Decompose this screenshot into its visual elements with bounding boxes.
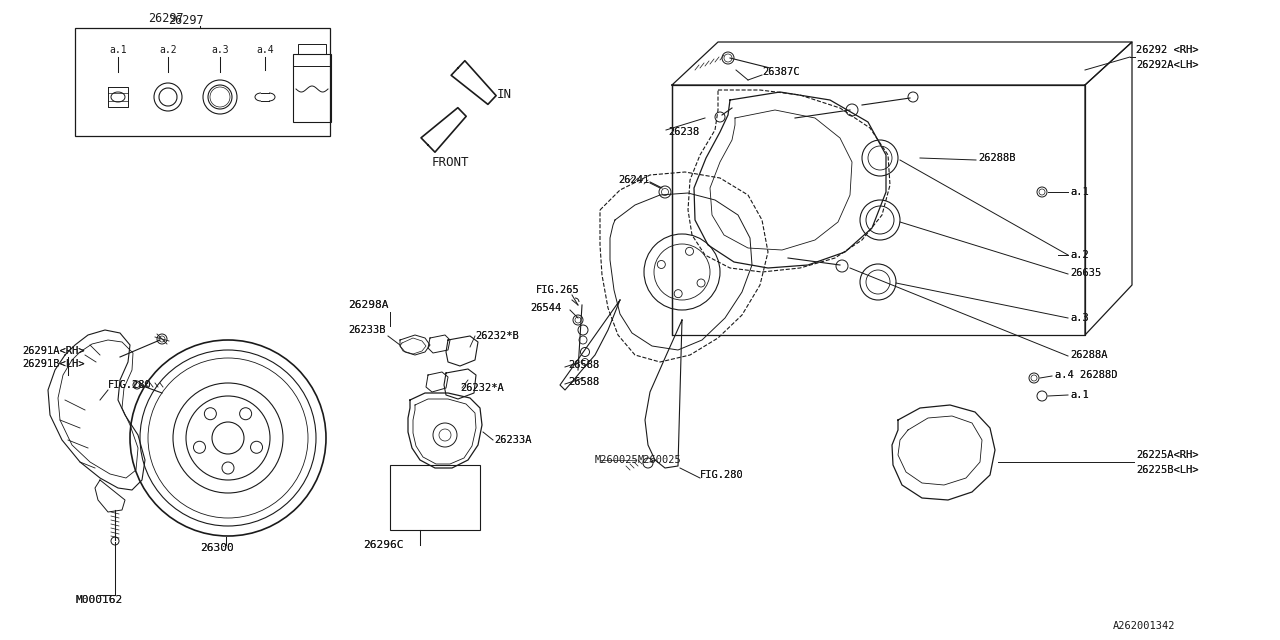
Text: M000162: M000162: [76, 595, 123, 605]
Text: 26238: 26238: [668, 127, 699, 137]
Text: 26233A: 26233A: [494, 435, 531, 445]
Text: 26300: 26300: [200, 543, 234, 553]
Text: a.3: a.3: [211, 45, 229, 55]
Text: a.1: a.1: [1070, 390, 1089, 400]
Text: 26291B<LH>: 26291B<LH>: [22, 359, 84, 369]
Text: a.1: a.1: [1070, 187, 1089, 197]
Text: 26292A<LH>: 26292A<LH>: [1137, 60, 1198, 70]
Text: 26288B: 26288B: [978, 153, 1015, 163]
Text: 26232*A: 26232*A: [460, 383, 504, 393]
Text: FIG.280: FIG.280: [700, 470, 744, 480]
Text: 26588: 26588: [568, 360, 599, 370]
Text: 26225B<LH>: 26225B<LH>: [1137, 465, 1198, 475]
Text: 26387C: 26387C: [762, 67, 800, 77]
Text: a.4 26288D: a.4 26288D: [1055, 370, 1117, 380]
Text: 26232*A: 26232*A: [460, 383, 504, 393]
Text: 26241: 26241: [618, 175, 649, 185]
Bar: [293, 54, 332, 122]
Text: 26291A<RH>: 26291A<RH>: [22, 346, 84, 356]
Bar: [76, 28, 330, 136]
Text: 26233B: 26233B: [348, 325, 385, 335]
Text: 26387C: 26387C: [762, 67, 800, 77]
Text: 26232*B: 26232*B: [475, 331, 518, 341]
Text: FIG.280: FIG.280: [108, 380, 152, 390]
Text: 26296C: 26296C: [364, 540, 403, 550]
Text: 26635: 26635: [1070, 268, 1101, 278]
Text: 26292 <RH>: 26292 <RH>: [1137, 45, 1198, 55]
Text: 26291A<RH>: 26291A<RH>: [22, 346, 84, 356]
Text: IN: IN: [497, 88, 512, 102]
Text: 26635: 26635: [1070, 268, 1101, 278]
Text: M260025: M260025: [594, 455, 637, 465]
Text: FRONT: FRONT: [433, 157, 470, 170]
Text: 26238: 26238: [668, 127, 699, 137]
Text: a.2: a.2: [1070, 250, 1089, 260]
Text: 26588: 26588: [568, 377, 599, 387]
Text: 26225A<RH>: 26225A<RH>: [1137, 450, 1198, 460]
Text: a.4 26288D: a.4 26288D: [1055, 370, 1117, 380]
Text: 26232*B: 26232*B: [475, 331, 518, 341]
Text: 26292 <RH>: 26292 <RH>: [1137, 45, 1198, 55]
Text: 26298A: 26298A: [348, 300, 389, 310]
Text: 26288B: 26288B: [978, 153, 1015, 163]
Text: 26291B<LH>: 26291B<LH>: [22, 359, 84, 369]
Text: a.3: a.3: [1070, 313, 1089, 323]
Text: a.1: a.1: [1070, 187, 1089, 197]
Text: 26300: 26300: [200, 543, 234, 553]
Text: FIG.265: FIG.265: [536, 285, 580, 295]
Text: 26233A: 26233A: [494, 435, 531, 445]
Text: 26544: 26544: [530, 303, 561, 313]
Text: a.4: a.4: [256, 45, 274, 55]
Text: 26296C: 26296C: [364, 540, 403, 550]
Text: A262001342: A262001342: [1112, 621, 1175, 631]
Text: 26297: 26297: [168, 13, 204, 26]
Text: 26588: 26588: [568, 377, 599, 387]
Text: 26297: 26297: [148, 13, 183, 26]
Text: FIG.280: FIG.280: [700, 470, 744, 480]
Text: 26544: 26544: [530, 303, 561, 313]
Text: 26588: 26588: [568, 360, 599, 370]
Bar: [298, 44, 326, 54]
Text: FIG.265: FIG.265: [536, 285, 580, 295]
Text: a.3: a.3: [1070, 313, 1089, 323]
Text: 26298A: 26298A: [348, 300, 389, 310]
Text: FIG.280: FIG.280: [108, 380, 152, 390]
Text: 26288A: 26288A: [1070, 350, 1107, 360]
Bar: [390, 465, 480, 530]
Text: 26225B<LH>: 26225B<LH>: [1137, 465, 1198, 475]
Text: 26241: 26241: [618, 175, 649, 185]
Text: a.1: a.1: [109, 45, 127, 55]
Text: 26233B: 26233B: [348, 325, 385, 335]
Text: 26288A: 26288A: [1070, 350, 1107, 360]
Text: a.2: a.2: [159, 45, 177, 55]
Text: M000162: M000162: [76, 595, 123, 605]
Text: M260025: M260025: [637, 455, 682, 465]
Text: a.1: a.1: [1070, 390, 1089, 400]
Text: 26225A<RH>: 26225A<RH>: [1137, 450, 1198, 460]
Text: 26292A<LH>: 26292A<LH>: [1137, 60, 1198, 70]
Text: a.2: a.2: [1070, 250, 1089, 260]
